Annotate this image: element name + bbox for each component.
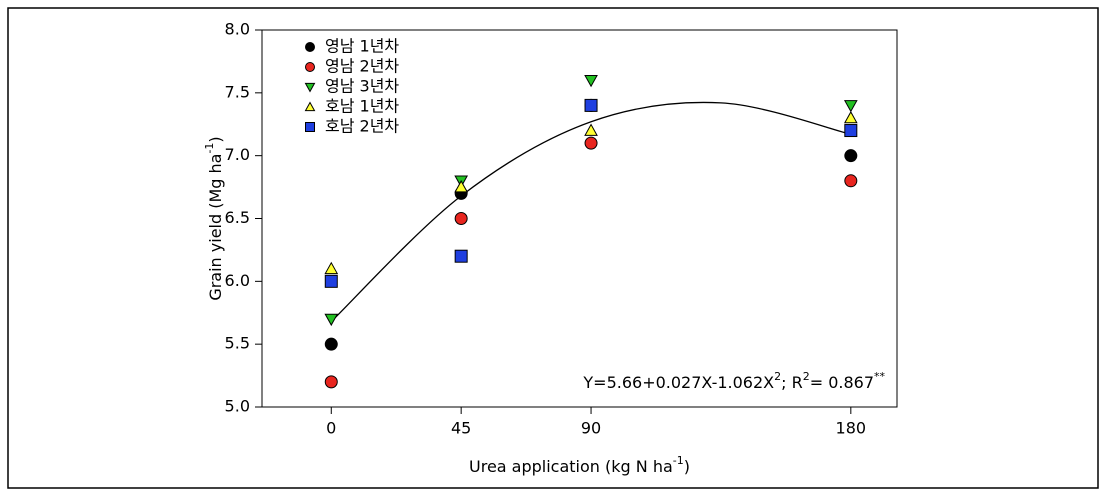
point bbox=[584, 74, 598, 88]
y-axis-label: Grain yield (Mg ha-1) bbox=[203, 136, 225, 300]
point bbox=[324, 375, 338, 389]
y-tick-label: 6.5 bbox=[225, 208, 250, 227]
y-tick-label: 8.0 bbox=[225, 20, 250, 39]
x-axis-label-part: Urea application (kg N ha bbox=[469, 457, 673, 476]
legend-label: 호남 2년차 bbox=[325, 117, 399, 136]
equation-part: = 0.867 bbox=[810, 373, 874, 392]
y-tick-label: 5.5 bbox=[225, 334, 250, 353]
equation-part: 2 bbox=[803, 370, 810, 383]
point bbox=[844, 124, 858, 138]
point bbox=[454, 212, 468, 225]
point bbox=[324, 261, 339, 275]
x-tick-label: 180 bbox=[836, 419, 867, 438]
y-axis-label-part: -1 bbox=[203, 143, 216, 154]
x-tick-label: 0 bbox=[326, 419, 336, 438]
legend-label: 호남 1년차 bbox=[325, 97, 399, 116]
x-tick-label: 90 bbox=[581, 419, 601, 438]
point bbox=[843, 100, 858, 113]
equation-part: ; R bbox=[781, 373, 803, 392]
legend-marker bbox=[304, 82, 316, 93]
point bbox=[584, 136, 598, 150]
point bbox=[584, 98, 598, 112]
point bbox=[584, 123, 598, 136]
equation: Y=5.66+0.027X-1.062X2; R2= 0.867** bbox=[582, 370, 885, 392]
y-tick-label: 7.5 bbox=[225, 82, 250, 101]
y-axis-label-part: ) bbox=[206, 136, 225, 142]
point bbox=[844, 149, 858, 163]
equation-part: ** bbox=[874, 370, 886, 383]
legend-label: 영남 3년차 bbox=[325, 77, 399, 96]
fit-curve bbox=[330, 101, 851, 323]
y-tick-label: 7.0 bbox=[225, 145, 250, 164]
point bbox=[844, 174, 858, 188]
y-tick-label: 5.0 bbox=[225, 397, 250, 416]
point bbox=[324, 274, 338, 288]
point bbox=[324, 313, 339, 327]
point bbox=[324, 337, 338, 351]
equation-part: 2 bbox=[774, 370, 781, 383]
legend-label: 영남 1년차 bbox=[325, 37, 399, 56]
legend-marker bbox=[305, 62, 315, 72]
x-axis-label-part: -1 bbox=[673, 454, 684, 467]
legend-label: 영남 2년차 bbox=[325, 57, 399, 76]
point bbox=[454, 249, 468, 263]
legend-marker bbox=[305, 42, 315, 52]
legend-marker bbox=[304, 101, 316, 112]
x-axis-label: Urea application (kg N ha-1) bbox=[469, 454, 690, 476]
y-tick-label: 6.0 bbox=[225, 271, 250, 290]
point bbox=[843, 110, 858, 124]
legend-marker bbox=[305, 122, 315, 132]
point bbox=[454, 180, 469, 193]
equation-part: Y=5.66+0.027X-1.062X bbox=[582, 373, 774, 392]
y-axis-label-part: Grain yield (Mg ha bbox=[206, 154, 225, 301]
x-tick-label: 45 bbox=[451, 419, 471, 438]
frame bbox=[7, 7, 1099, 489]
x-axis-label-part: ) bbox=[684, 457, 690, 476]
